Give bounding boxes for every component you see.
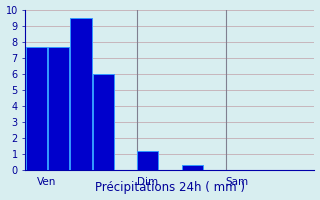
Bar bbox=[70, 18, 92, 170]
X-axis label: Précipitations 24h ( mm ): Précipitations 24h ( mm ) bbox=[95, 181, 245, 194]
Bar bbox=[137, 151, 158, 170]
Bar bbox=[48, 47, 69, 170]
Bar bbox=[182, 165, 203, 170]
Text: Ven: Ven bbox=[36, 177, 56, 187]
Text: Dim: Dim bbox=[137, 177, 158, 187]
Text: Sam: Sam bbox=[226, 177, 249, 187]
Bar bbox=[93, 74, 114, 170]
Bar bbox=[26, 47, 47, 170]
